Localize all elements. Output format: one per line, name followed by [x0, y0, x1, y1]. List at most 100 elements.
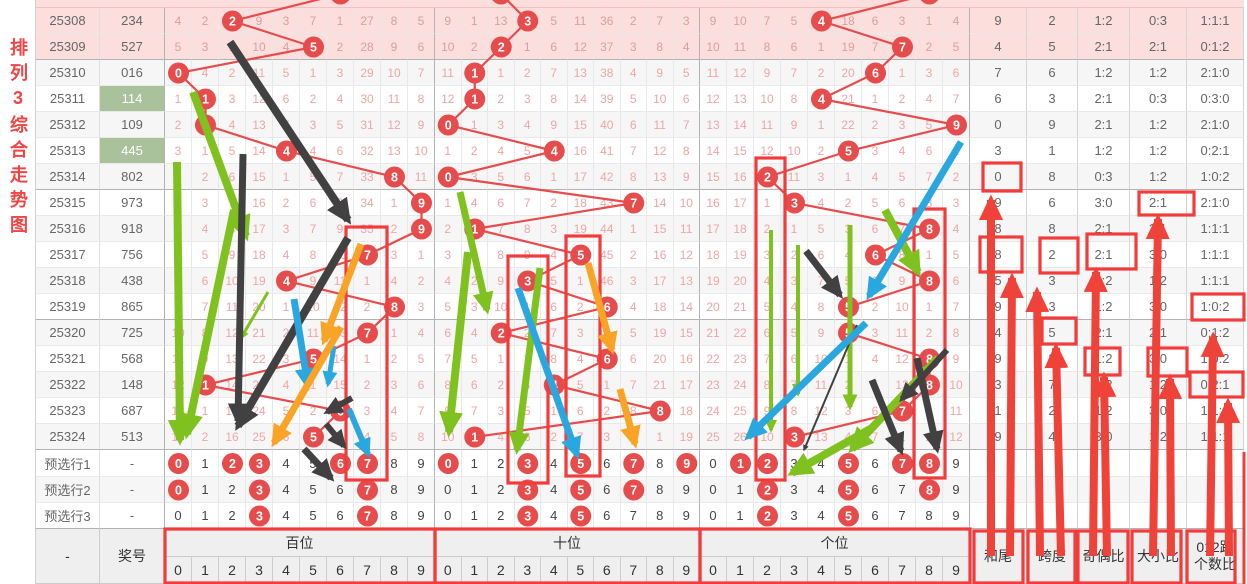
miss-cell: 9 [435, 8, 462, 34]
preselect-digit: 8 [381, 477, 408, 503]
miss-cell: 3 [435, 242, 462, 268]
stat-value: 1:2 [1130, 164, 1187, 190]
prize-number: 109 [100, 112, 165, 138]
miss-cell: 5 [541, 8, 568, 34]
preselect-digit: 9 [408, 477, 435, 503]
prize-number: 527 [100, 34, 165, 60]
footer-digit: 4 [808, 557, 835, 584]
miss-cell: 5 [862, 190, 889, 216]
miss-cell: 7 [943, 86, 970, 112]
miss-cell: 3 [381, 372, 408, 398]
miss-cell: 5 [219, 138, 246, 164]
hit-cell [192, 372, 219, 398]
miss-cell: 7 [327, 164, 354, 190]
miss-cell: 14 [327, 346, 354, 372]
miss-cell: 2 [541, 190, 568, 216]
miss-cell: 6 [165, 216, 192, 242]
miss-cell: 10 [647, 86, 674, 112]
miss-cell: 2 [435, 216, 462, 242]
miss-cell: 1 [327, 8, 354, 34]
hit-cell [647, 398, 674, 424]
footer-section-label: 个位 [700, 529, 970, 557]
miss-cell: 4 [673, 34, 700, 60]
miss-cell: 10 [727, 8, 754, 34]
miss-cell: 12 [889, 346, 916, 372]
miss-cell: 27 [354, 8, 381, 34]
miss-cell: 13 [327, 320, 354, 346]
miss-cell: 11 [673, 216, 700, 242]
issue-number: 25309 [35, 34, 100, 60]
miss-cell: 6 [219, 164, 246, 190]
miss-cell: 2 [916, 424, 943, 450]
miss-cell: 3 [273, 216, 300, 242]
miss-cell: 17 [246, 216, 273, 242]
miss-cell: 1 [647, 424, 674, 450]
miss-cell: 9 [381, 34, 408, 60]
preselect-hit-cell [246, 477, 273, 503]
miss-cell: 11 [435, 60, 462, 86]
footer-stat-label: 跨度 [1027, 529, 1078, 584]
miss-cell: 10 [889, 294, 916, 320]
preselect-digit: 6 [327, 503, 354, 529]
hit-cell [488, 320, 515, 346]
miss-cell: 25 [246, 424, 273, 450]
preselect-digit: 2 [488, 450, 515, 477]
issue-number: 25316 [35, 216, 100, 242]
miss-cell: 1 [594, 320, 621, 346]
stat-empty [1187, 477, 1244, 503]
miss-cell: 5 [620, 86, 647, 112]
stat-empty [970, 450, 1027, 477]
miss-cell: 11 [327, 268, 354, 294]
preselect-hit-cell [835, 450, 862, 477]
hit-cell [461, 424, 488, 450]
miss-cell: 3 [835, 216, 862, 242]
miss-cell: 2 [381, 216, 408, 242]
miss-cell: 15 [219, 398, 246, 424]
miss-cell: 1 [192, 398, 219, 424]
footer-digit: 9 [673, 557, 700, 584]
preselect-digit: 5 [300, 477, 327, 503]
stat-value: 9 [970, 424, 1027, 450]
preselect-digit: 2 [488, 503, 515, 529]
miss-cell: 4 [488, 138, 515, 164]
preselect-digit: 9 [943, 503, 970, 529]
preselect-digit: 6 [862, 477, 889, 503]
miss-cell: 1 [381, 320, 408, 346]
miss-cell: 6 [781, 34, 808, 60]
miss-cell: 6 [889, 190, 916, 216]
miss-cell: 4 [754, 268, 781, 294]
preselect-hit-cell [514, 477, 541, 503]
hit-cell [916, 346, 943, 372]
stat-value: 1:2 [1078, 8, 1130, 34]
miss-cell: 15 [327, 372, 354, 398]
miss-cell: 5 [862, 372, 889, 398]
prize-number: 148 [100, 372, 165, 398]
miss-cell: 2 [381, 346, 408, 372]
preselect-digit: 7 [889, 503, 916, 529]
miss-cell: 1 [620, 216, 647, 242]
miss-cell: 8 [514, 216, 541, 242]
preselect-hit-cell [727, 450, 754, 477]
preselect-hit-cell [514, 450, 541, 477]
miss-cell: 14 [700, 138, 727, 164]
footer-dash: - [35, 529, 100, 584]
hit-cell [300, 424, 327, 450]
stat-value: 1 [970, 398, 1027, 424]
footer-digit: 5 [300, 557, 327, 584]
miss-cell: 19 [673, 424, 700, 450]
miss-cell: 3 [862, 138, 889, 164]
miss-cell: 7 [408, 398, 435, 424]
footer-digit: 8 [381, 557, 408, 584]
miss-cell: 2 [327, 34, 354, 60]
miss-cell: 3 [381, 242, 408, 268]
stat-value: 2:1:0 [1187, 60, 1244, 86]
miss-cell: 17 [647, 268, 674, 294]
miss-cell: 15 [727, 138, 754, 164]
stat-value: 9 [1027, 112, 1078, 138]
stat-value: 1:2 [1130, 138, 1187, 164]
miss-cell: 4 [835, 424, 862, 450]
stat-empty [1078, 503, 1130, 529]
miss-cell: 1 [461, 112, 488, 138]
miss-cell: 4 [381, 398, 408, 424]
